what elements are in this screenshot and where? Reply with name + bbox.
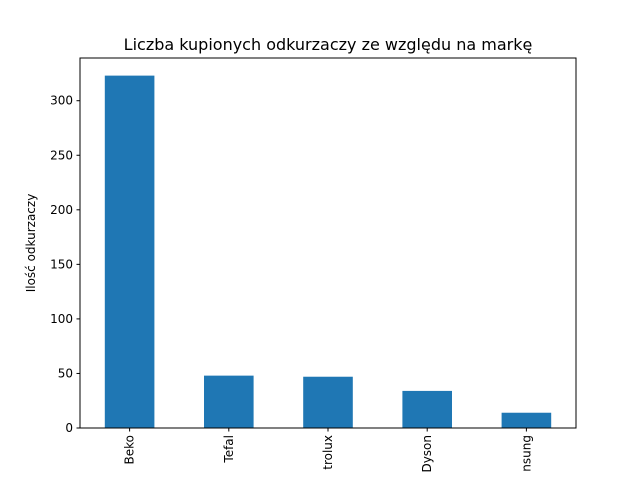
bar-beko bbox=[104, 75, 155, 428]
y-tick-label: 50 bbox=[58, 366, 73, 380]
y-axis: 0 50 100 150 200 250 300 bbox=[50, 94, 80, 435]
y-tick-label: 250 bbox=[50, 148, 73, 162]
chart-title: Liczba kupionych odkurzaczy ze względu n… bbox=[124, 35, 533, 54]
y-tick-label: 150 bbox=[50, 257, 73, 271]
y-axis-label: Ilość odkurzaczy bbox=[24, 194, 38, 293]
bar-dyson bbox=[402, 390, 452, 428]
bar-nsung bbox=[501, 412, 552, 428]
x-tick-label-dyson: Dyson bbox=[420, 435, 434, 473]
y-tick-label: 200 bbox=[50, 203, 73, 217]
x-tick-label-tefal: Tefal bbox=[222, 435, 236, 464]
x-tick-label-nsung: nsung bbox=[519, 435, 533, 472]
x-tick-label-trolux: trolux bbox=[321, 435, 335, 470]
y-tick-label: 300 bbox=[50, 94, 73, 108]
y-tick-label: 0 bbox=[65, 421, 73, 435]
bar-tefal bbox=[204, 375, 254, 428]
y-tick-label: 100 bbox=[50, 312, 73, 326]
x-axis: Beko Tefal trolux Dyson nsung bbox=[123, 428, 533, 473]
bars-group bbox=[104, 75, 552, 428]
bar-trolux bbox=[303, 376, 353, 428]
x-tick-label-beko: Beko bbox=[123, 435, 137, 464]
